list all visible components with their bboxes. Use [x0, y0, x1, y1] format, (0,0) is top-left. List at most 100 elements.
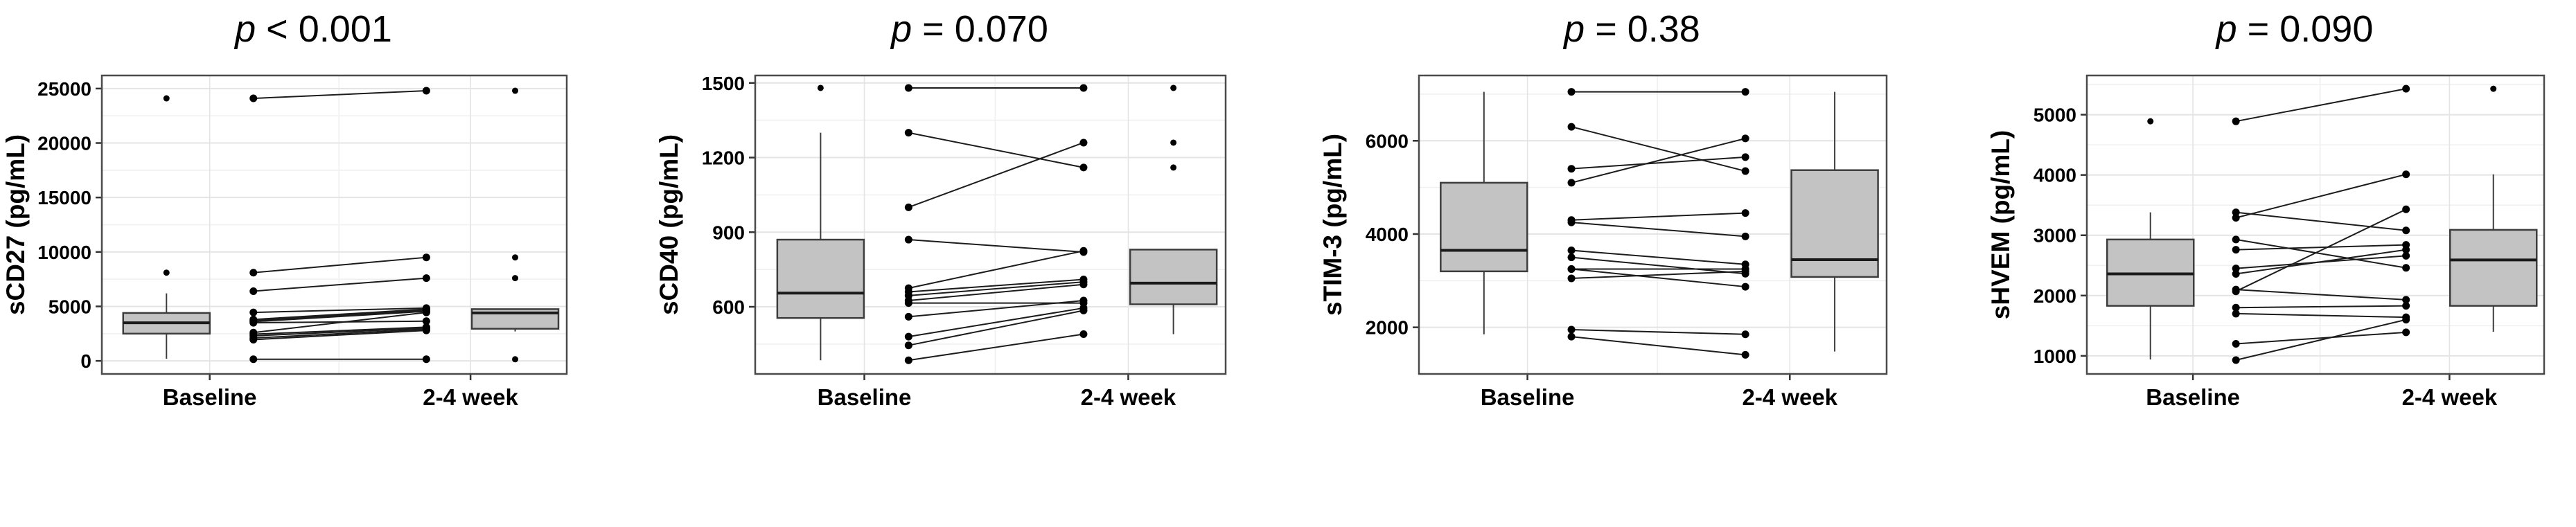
data-point-baseline	[2232, 287, 2240, 296]
data-point-baseline	[1567, 218, 1576, 226]
pair-line	[908, 250, 1084, 289]
data-point-baseline	[904, 341, 912, 350]
y-tick-label: 0	[80, 350, 91, 372]
data-point-week	[1741, 167, 1749, 175]
y-tick-label: 4000	[1366, 224, 1409, 245]
data-point-baseline	[2232, 339, 2240, 348]
data-point-week	[1741, 283, 1749, 291]
data-point-week	[2402, 316, 2410, 324]
pair-line	[253, 326, 427, 335]
panel-title: p = 0.070	[890, 8, 1048, 50]
data-point-baseline	[249, 335, 258, 343]
pair-line	[1571, 126, 1746, 172]
pair-line	[908, 310, 1084, 346]
y-tick-label: 20000	[37, 133, 91, 154]
pair-line	[908, 239, 1084, 253]
week-outlier-point	[512, 356, 519, 363]
data-point-baseline	[1567, 332, 1576, 341]
data-point-week	[1079, 280, 1088, 289]
data-point-baseline	[2232, 269, 2240, 278]
week-outlier-point	[1170, 84, 1177, 91]
data-point-baseline	[904, 312, 912, 321]
data-point-baseline	[1567, 165, 1576, 173]
pair-line	[253, 330, 427, 341]
y-tick-label: 4000	[2034, 165, 2076, 186]
data-point-baseline	[249, 319, 258, 327]
data-point-week	[2402, 302, 2410, 310]
data-point-week	[1741, 267, 1749, 276]
data-point-week	[1079, 163, 1088, 172]
data-point-week	[422, 274, 430, 283]
data-point-week	[1741, 134, 1749, 143]
data-point-week	[2402, 328, 2410, 337]
y-axis-label: sCD27 (pg/mL)	[1, 134, 30, 315]
y-tick-label: 2000	[1366, 317, 1409, 339]
pair-line	[908, 132, 1084, 168]
data-point-week	[1079, 247, 1088, 255]
panel-slot-sCD40: 600 900 1200 1500 sCD40 (pg/mL) p = 0.070 Base…	[644, 0, 1289, 527]
data-point-week	[1079, 139, 1088, 147]
baseline-outlier-point	[2147, 118, 2154, 125]
pair-line	[2236, 249, 2406, 275]
pair-line	[2236, 312, 2406, 319]
pair-line	[2236, 211, 2406, 231]
data-point-baseline	[249, 308, 258, 316]
data-point-week	[2402, 226, 2410, 235]
data-point-week	[2402, 170, 2410, 179]
panel-slot-sCD27: 0 5000 10000 15000 20000 25000 sCD27 (pg/mL) p …	[0, 0, 644, 527]
data-point-baseline	[904, 235, 912, 244]
data-point-baseline	[2232, 303, 2240, 312]
data-point-baseline	[2232, 356, 2240, 364]
panel-border	[2085, 74, 2546, 375]
pair-line	[2235, 208, 2407, 292]
panel-border	[100, 74, 568, 375]
y-tick-label: 1200	[702, 148, 745, 169]
data-point-week	[2402, 205, 2410, 213]
pair-line	[1571, 212, 1746, 221]
data-point-baseline	[249, 287, 258, 295]
data-point-baseline	[904, 332, 912, 341]
x-tick-label-baseline: Baseline	[1481, 384, 1575, 410]
y-axis-label: sHVEM (pg/mL)	[1986, 130, 2015, 319]
pair-line	[1571, 336, 1746, 356]
pair-line	[1571, 329, 1746, 335]
y-tick-label: 600	[712, 296, 745, 318]
data-point-week	[422, 317, 430, 325]
data-point-week	[422, 326, 430, 334]
data-point-week	[1741, 88, 1749, 96]
data-point-baseline	[904, 129, 912, 137]
panel-title: p = 0.090	[2215, 8, 2374, 50]
data-point-week	[1079, 84, 1088, 92]
data-point-baseline	[1567, 123, 1576, 131]
data-point-baseline	[1567, 179, 1576, 187]
data-point-baseline	[1567, 274, 1576, 283]
baseline-outlier-point	[817, 84, 824, 91]
data-point-week	[422, 308, 430, 316]
data-point-baseline	[2232, 117, 2240, 125]
data-point-baseline	[249, 94, 258, 102]
y-tick-label: 1000	[2034, 346, 2076, 367]
x-tick-label-week: 2-4 week	[1081, 384, 1176, 410]
pair-line	[908, 333, 1084, 361]
pair-line	[2236, 331, 2406, 345]
boxplot-panel-sCD27: 0 5000 10000 15000 20000 25000 sCD27 (pg/mL) p …	[1, 8, 568, 410]
data-point-week	[2402, 264, 2410, 272]
pair-line	[1571, 137, 1746, 184]
pair-line	[1571, 256, 1746, 275]
pair-line	[908, 307, 1084, 338]
pair-line	[908, 142, 1084, 208]
data-point-week	[1079, 306, 1088, 314]
pair-line	[1571, 222, 1746, 238]
x-tick-label-week: 2-4 week	[1742, 384, 1837, 410]
panel-slot-sHVEM: 1000 2000 3000 4000 5000 sHVEM (pg/mL) p = 0.0…	[1933, 0, 2576, 527]
week-box	[1129, 249, 1218, 305]
data-point-baseline	[2232, 265, 2240, 273]
data-point-baseline	[2232, 213, 2240, 222]
data-point-baseline	[904, 356, 912, 364]
data-point-baseline	[1567, 247, 1576, 255]
pair-line	[908, 281, 1084, 296]
y-tick-label: 5000	[48, 296, 91, 317]
panel-slot-sTIM-3: 2000 4000 6000 sTIM-3 (pg/mL) p = 0.38 Baseli…	[1289, 0, 1933, 527]
baseline-box	[776, 238, 865, 319]
